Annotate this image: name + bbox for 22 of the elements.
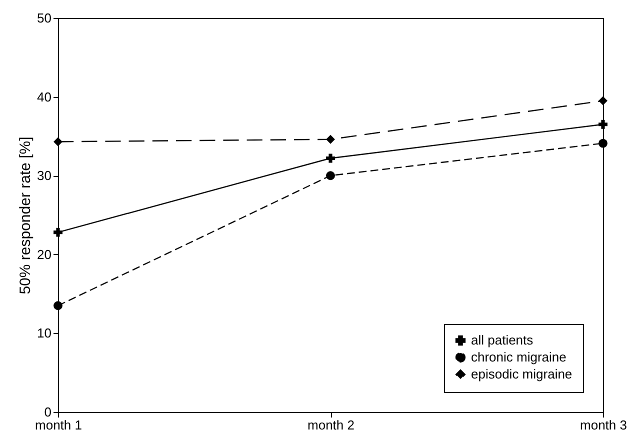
point xyxy=(598,138,608,148)
y-tick-label: 0 xyxy=(44,404,52,420)
y-tick-label: 30 xyxy=(37,168,52,184)
y-tick-label: 50 xyxy=(37,10,52,26)
x-tick-label: month 3 xyxy=(580,418,627,432)
point xyxy=(598,96,608,106)
point xyxy=(326,154,335,163)
legend-label: chronic migraine xyxy=(471,350,566,364)
legend-label: episodic migraine xyxy=(471,366,572,382)
point xyxy=(326,171,335,180)
x-tick-label: month 1 xyxy=(35,418,82,432)
y-axis-title: 50% responder rate [%] xyxy=(17,136,34,294)
point xyxy=(598,120,608,129)
legend-label: all patients xyxy=(471,332,534,348)
y-tick-label: 20 xyxy=(37,246,52,262)
point xyxy=(54,228,62,237)
y-tick-label: 10 xyxy=(37,326,52,341)
x-tick-label: month 2 xyxy=(308,418,354,432)
point xyxy=(326,134,335,144)
point xyxy=(54,137,62,146)
point xyxy=(54,301,62,310)
y-tick-label: 40 xyxy=(37,89,52,104)
